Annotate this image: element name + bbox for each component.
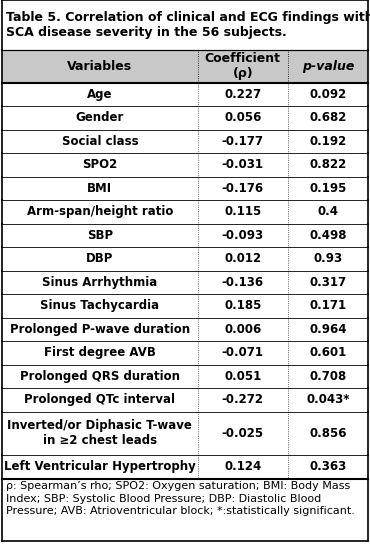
Text: 0.708: 0.708: [309, 370, 346, 383]
Text: BMI: BMI: [87, 182, 112, 195]
Text: -0.071: -0.071: [222, 347, 264, 360]
Text: SPO2: SPO2: [82, 158, 117, 171]
Text: Age: Age: [87, 88, 112, 101]
Text: 0.498: 0.498: [309, 229, 347, 242]
Text: Variables: Variables: [67, 60, 132, 73]
Text: Sinus Tachycardia: Sinus Tachycardia: [40, 299, 159, 312]
Text: 0.4: 0.4: [317, 206, 338, 219]
Text: -0.272: -0.272: [222, 393, 264, 406]
Text: 0.115: 0.115: [224, 206, 261, 219]
Text: DBP: DBP: [86, 252, 114, 265]
Text: -0.176: -0.176: [222, 182, 264, 195]
Bar: [2, 153, 368, 177]
Text: Prolonged QRS duration: Prolonged QRS duration: [20, 370, 180, 383]
Text: -0.025: -0.025: [222, 427, 264, 440]
Text: ρ: Spearman’s rho; SPO2: Oxygen saturation; BMI: Body Mass Index; SBP: Systolic : ρ: Spearman’s rho; SPO2: Oxygen saturati…: [6, 481, 354, 516]
Bar: [2, 479, 368, 541]
Bar: [2, 129, 368, 153]
Text: -0.031: -0.031: [222, 158, 264, 171]
Text: 0.822: 0.822: [309, 158, 346, 171]
Text: Prolonged P-wave duration: Prolonged P-wave duration: [10, 323, 190, 336]
Bar: [2, 247, 368, 271]
Text: 0.012: 0.012: [224, 252, 261, 265]
Text: SBP: SBP: [87, 229, 113, 242]
Text: 0.051: 0.051: [224, 370, 261, 383]
Bar: [2, 318, 368, 341]
Text: 0.317: 0.317: [309, 276, 346, 289]
Text: Coefficient
(ρ): Coefficient (ρ): [205, 52, 281, 81]
Text: 0.856: 0.856: [309, 427, 347, 440]
Text: Gender: Gender: [75, 112, 124, 125]
Text: p-value: p-value: [302, 60, 354, 73]
Text: 0.682: 0.682: [309, 112, 347, 125]
Text: 0.006: 0.006: [224, 323, 261, 336]
Text: 0.056: 0.056: [224, 112, 261, 125]
Text: -0.136: -0.136: [222, 276, 264, 289]
Text: Prolonged QTc interval: Prolonged QTc interval: [24, 393, 175, 406]
Bar: [2, 271, 368, 294]
Text: Left Ventricular Hypertrophy: Left Ventricular Hypertrophy: [4, 460, 196, 473]
Text: 0.227: 0.227: [224, 88, 261, 101]
Bar: [2, 106, 368, 129]
Text: -0.177: -0.177: [222, 135, 264, 148]
Text: Inverted/or Diphasic T-wave
in ≥2 chest leads: Inverted/or Diphasic T-wave in ≥2 chest …: [7, 419, 192, 448]
Text: 0.195: 0.195: [309, 182, 347, 195]
Bar: [2, 50, 368, 83]
Text: 0.185: 0.185: [224, 299, 261, 312]
Text: 0.171: 0.171: [309, 299, 346, 312]
Bar: [2, 83, 368, 106]
Text: -0.093: -0.093: [222, 229, 264, 242]
Text: 0.124: 0.124: [224, 460, 261, 473]
Bar: [2, 388, 368, 412]
Bar: [2, 455, 368, 479]
Bar: [2, 364, 368, 388]
Text: 0.192: 0.192: [309, 135, 346, 148]
Bar: [2, 412, 368, 455]
Text: 0.043*: 0.043*: [306, 393, 350, 406]
Bar: [2, 177, 368, 200]
Text: Sinus Arrhythmia: Sinus Arrhythmia: [42, 276, 158, 289]
Bar: [2, 0, 368, 50]
Text: First degree AVB: First degree AVB: [44, 347, 156, 360]
Text: 0.964: 0.964: [309, 323, 347, 336]
Text: Table 5. Correlation of clinical and ECG findings with
SCA disease severity in t: Table 5. Correlation of clinical and ECG…: [6, 11, 370, 39]
Text: 0.092: 0.092: [309, 88, 346, 101]
Bar: [2, 200, 368, 224]
Text: 0.601: 0.601: [309, 347, 346, 360]
Bar: [2, 294, 368, 318]
Bar: [2, 224, 368, 247]
Text: 0.363: 0.363: [309, 460, 346, 473]
Bar: [2, 341, 368, 364]
Text: Social class: Social class: [61, 135, 138, 148]
Text: 0.93: 0.93: [313, 252, 342, 265]
Text: Arm-span/height ratio: Arm-span/height ratio: [27, 206, 173, 219]
